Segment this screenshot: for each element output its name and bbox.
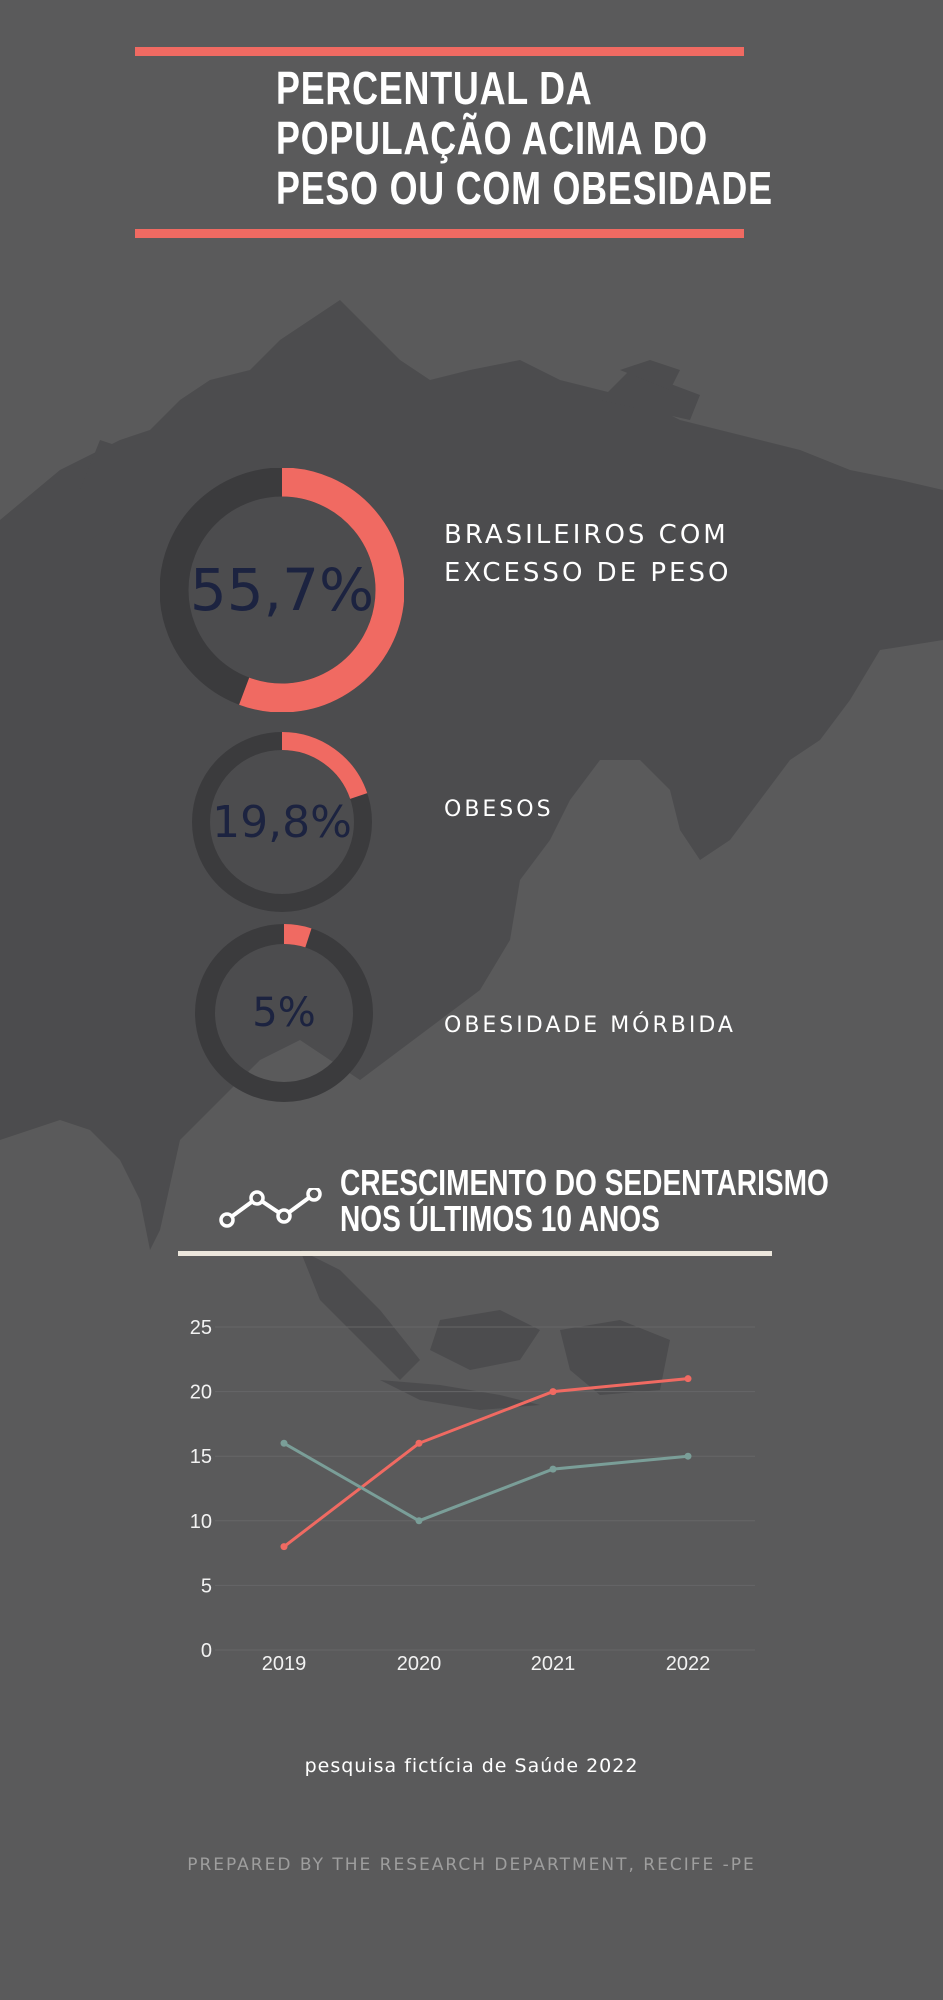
donut-ring [159,467,405,713]
y-tick-label: 15 [190,1446,212,1468]
page-title-line-1: PERCENTUAL DA [276,62,593,114]
donut-fill-arc [281,732,368,800]
y-tick-label: 5 [201,1575,212,1597]
page-title-line-3: PESO OU COM OBESIDADE [276,162,773,214]
data-point [280,1439,288,1447]
header-bottom-rule [135,229,744,238]
data-point [549,1465,557,1473]
section-title-line-2: NOS ÚLTIMOS 10 ANOS [340,1198,660,1239]
x-tick-label: 2019 [262,1653,307,1675]
stat-label-morbid-obesity: OBESIDADE MÓRBIDA [444,1013,736,1038]
donut-ring [192,732,372,912]
stat-label-obese: OBESOS [444,797,554,822]
data-point [415,1439,423,1447]
page-title-line-2: POPULAÇÃO ACIMA DO [276,112,708,164]
data-point [280,1543,288,1551]
y-tick-label: 20 [190,1382,212,1404]
section-title-line-1: CRESCIMENTO DO SEDENTARISMO [340,1162,829,1203]
series-line-1 [283,1377,689,1548]
section-divider [178,1251,772,1256]
data-point [684,1452,692,1460]
donut-obese: 19,8% [191,731,373,913]
stat-label-excess-weight-line-2: EXCESSO DE PESO [444,558,732,588]
donut-value: 55,7% [189,556,375,624]
data-point [684,1375,692,1383]
y-tick-label: 25 [190,1317,212,1339]
line-chart-icon [219,1188,322,1228]
data-point [549,1388,557,1396]
donut-fill-arc [283,924,312,948]
prepared-by-note: PREPARED BY THE RESEARCH DEPARTMENT, REC… [187,1855,756,1875]
series-line-2 [283,1441,689,1523]
y-tick-label: 10 [190,1511,212,1533]
source-note: pesquisa fictícia de Saúde 2022 [304,1755,639,1777]
header-top-rule [135,47,744,56]
donut-excess-weight: 55,7% [159,467,405,713]
x-tick-label: 2022 [666,1653,711,1675]
data-point [415,1517,423,1525]
donut-value: 19,8% [212,796,352,848]
stat-label-excess-weight-line-1: BRASILEIROS COM [444,520,729,550]
donut-ring [195,924,373,1102]
x-tick-label: 2020 [397,1653,442,1675]
donut-value: 5% [252,990,316,1036]
y-tick-label: 0 [201,1640,212,1662]
donut-morbid-obesity: 5% [195,924,373,1102]
x-tick-label: 2021 [531,1653,576,1675]
donut-fill-arc [239,467,405,713]
